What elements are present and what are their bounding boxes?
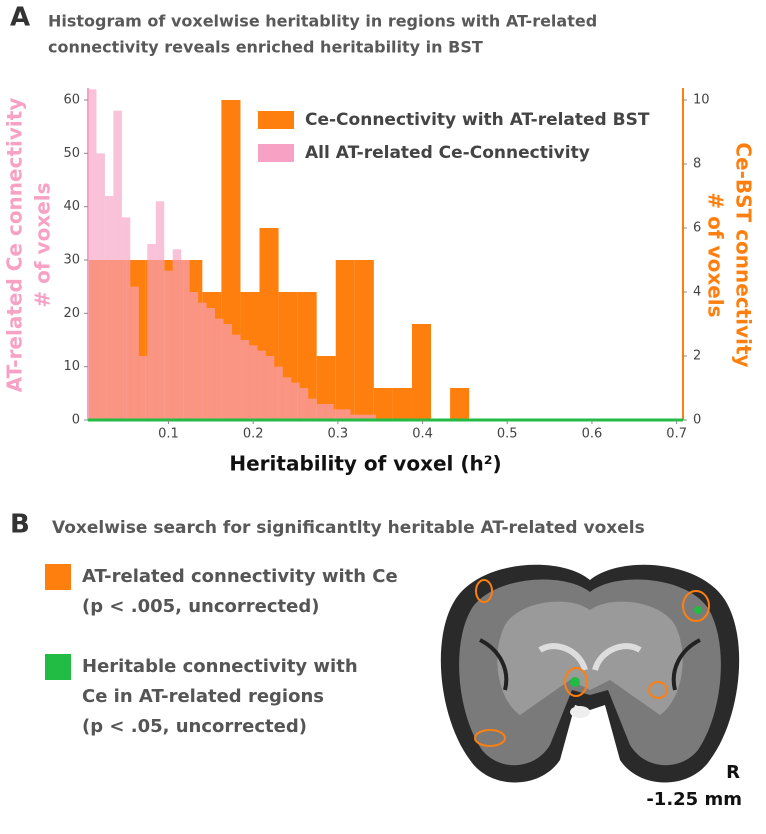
bar [392, 388, 412, 420]
y-tick-label: 0 [72, 413, 80, 428]
bar [316, 404, 326, 420]
bar [223, 324, 232, 420]
legend-text: Heritable connectivity with [82, 656, 358, 677]
legend-swatch [258, 144, 294, 162]
panel-label: B [10, 510, 30, 540]
x-tick-label: 0.3 [328, 427, 349, 442]
legend-text: (p < .005, uncorrected) [82, 596, 319, 617]
bar [274, 366, 283, 420]
legend-text: All AT-related Ce-Connectivity [305, 143, 590, 163]
legend-text: (p < .05, uncorrected) [82, 716, 307, 737]
bar [291, 382, 300, 420]
y2-tick-label: 8 [693, 157, 701, 172]
y-tick-label: 10 [63, 359, 80, 374]
bar [359, 414, 368, 420]
x-tick-label: 0.7 [666, 427, 687, 442]
legend-text: AT-related connectivity with Ce [82, 566, 398, 587]
bar [138, 356, 148, 420]
brain-image [440, 564, 740, 783]
slice-label: -1.25 mm [646, 789, 742, 810]
bar [96, 153, 105, 421]
bar [333, 409, 343, 420]
bar [450, 388, 470, 420]
bar [198, 302, 207, 420]
x-axis-label: Heritability of voxel (h²) [229, 452, 501, 476]
legend-text: Ce in AT-related regions [82, 686, 324, 707]
bar [308, 398, 317, 420]
bar [189, 292, 199, 420]
orientation-label: R [726, 762, 740, 783]
panel-title: connectivity reveals enriched heritabili… [48, 38, 483, 57]
panel-label: A [10, 3, 30, 33]
y-tick-label: 20 [63, 306, 80, 321]
bar [350, 414, 360, 420]
bar [164, 270, 173, 420]
bar [248, 345, 258, 420]
bar [342, 409, 351, 420]
legend-swatch [45, 564, 71, 590]
bar [147, 244, 156, 420]
legend-text: Ce-Connectivity with AT-related BST [305, 110, 650, 130]
bar [240, 340, 249, 420]
y2-tick-label: 10 [693, 93, 710, 108]
y-tick-label: 40 [63, 199, 80, 214]
bar [367, 414, 376, 420]
histogram: 0 10 20 30 40 50 60 0 2 4 6 8 10 0.1 0.2 0.3 0.4 0.5 0.6 0.… [3, 88, 756, 476]
bar [130, 286, 139, 420]
y-tick-label: 30 [63, 253, 80, 268]
bar [257, 350, 266, 420]
bar [411, 324, 432, 420]
y-axis-label: AT-related Ce connectivity [3, 98, 27, 393]
bar [335, 260, 355, 420]
bar [206, 308, 216, 420]
y-tick-label: 60 [63, 93, 80, 108]
bar [265, 356, 275, 420]
x-tick-label: 0.6 [582, 427, 603, 442]
y2-axis-label: Ce-BST connectivity [732, 142, 756, 367]
y2-tick-label: 6 [693, 221, 701, 236]
y2-axis-label: # of voxels [704, 192, 728, 317]
bar [215, 318, 224, 420]
bar [121, 217, 131, 420]
x-tick-label: 0.2 [243, 427, 264, 442]
bar [231, 334, 241, 420]
bar [104, 196, 114, 420]
y2-tick-label: 4 [693, 285, 701, 300]
bar [172, 249, 182, 420]
y-tick-label: 50 [63, 146, 80, 161]
bar [373, 388, 393, 420]
bar [282, 377, 292, 420]
y2-tick-label: 2 [693, 349, 701, 364]
panel-title: Histogram of voxelwise heritablity in re… [48, 12, 597, 31]
legend-swatch [258, 111, 294, 129]
bar [325, 404, 334, 420]
bar [354, 260, 374, 420]
x-tick-label: 0.4 [412, 427, 433, 442]
x-tick-label: 0.1 [158, 427, 179, 442]
x-tick-label: 0.5 [497, 427, 518, 442]
panel-title: Voxelwise search for significantlty heri… [52, 518, 645, 538]
bar [299, 388, 309, 420]
legend-swatch [45, 654, 71, 680]
y2-tick-label: 0 [693, 413, 701, 428]
bar [88, 89, 97, 420]
bar [181, 260, 190, 420]
bar [113, 110, 122, 421]
bar [155, 201, 165, 420]
y-axis-label: # of voxels [31, 182, 55, 307]
